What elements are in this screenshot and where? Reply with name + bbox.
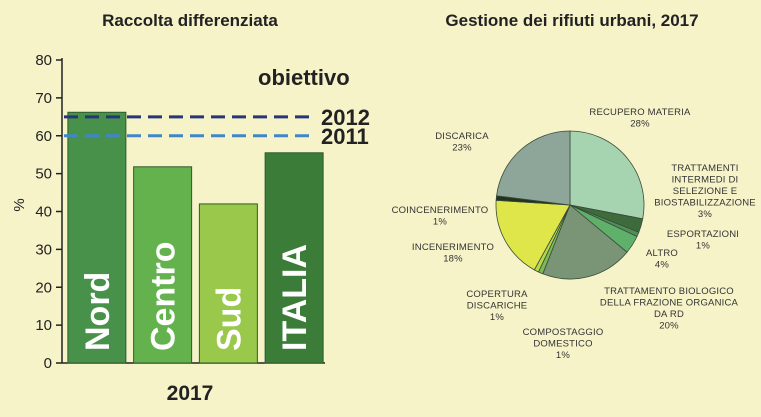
bar-chart-title: Raccolta differenziata [102,11,278,30]
pie-slice-label: COPERTURA [466,289,528,300]
pie-slice-label: TRATTAMENTI [671,163,738,174]
pie-chart-title: Gestione dei rifiuti urbani, 2017 [445,11,698,30]
pie-slice-label: BIOSTABILIZZAZIONE [654,198,756,209]
pie-slice-label: COINCENERIMENTO [392,205,489,216]
pie-slice [569,204,638,253]
bar-sud [198,203,258,364]
bar-italia [264,152,324,364]
pie-slice [495,199,571,271]
pie-slice-label: DELLA FRAZIONE ORGANICA [600,298,739,309]
pie-slice-label: DOMESTICO [533,339,592,350]
pie-slice [569,204,640,238]
bar-label: Centro [145,241,183,351]
y-tick-label: 10 [35,317,52,334]
pie-slice-label: 23% [452,143,472,154]
x-axis-label: 2017 [167,382,214,405]
pie-slice [569,130,645,220]
pie-slice [495,195,571,206]
pie-slice-label: SELEZIONE E [673,186,738,197]
pie-slice-label: DISCARICA [435,131,489,142]
pie-slice-label: 4% [655,260,669,271]
pie-slice-label: ALTRO [646,248,678,259]
pie-slice [569,204,644,233]
y-tick-label: 70 [35,90,52,107]
bar-label: ITALIA [276,244,314,351]
pie-slice-label: RECUPERO MATERIA [589,107,691,118]
pie-slice-label: 1% [556,350,570,361]
target-heading: obiettivo [258,65,350,90]
bar-chart: Raccolta differenziata 0 10 20 30 40 50 60 70 80%… [11,11,370,405]
pie-slice-label: 1% [490,312,504,323]
y-tick-label: 20 [35,279,52,296]
pie-slice [537,204,571,275]
pie-slice-label: 18% [443,254,463,265]
bar-centro [133,166,193,364]
y-tick-label: 50 [35,166,52,183]
y-tick-label: 60 [35,128,52,145]
pie-slice-label: 3% [698,209,712,220]
y-tick-label: 0 [44,355,52,372]
bar-label: Sud [210,287,248,351]
target-label-2011: 2011 [321,124,369,149]
pie-slice [533,204,571,273]
pie-slice-label: DISCARICHE [467,301,528,312]
pie-slice-label: 1% [433,217,447,228]
target-label-2012: 2012 [321,105,370,130]
pie-slice-label: INCENERIMENTO [412,242,494,253]
pie-slice [542,204,628,280]
y-tick-label: 80 [35,52,52,69]
bar-nord [67,111,127,364]
pie-slice-label: 1% [696,241,710,252]
y-tick-label: 40 [35,204,52,221]
pie-slice-label: ESPORTAZIONI [667,229,739,240]
y-axis-label: % [11,198,28,211]
pie-slice [496,130,571,206]
pie-slice-label: COMPOSTAGGIO [523,327,604,338]
pie-slice-label: TRATTAMENTO BIOLOGICO [604,286,734,297]
pie-slice-label: 20% [659,321,679,332]
pie-slice-label: 28% [630,119,650,130]
pie-slice-label: DA RD [654,309,684,320]
pie-slice-label: INTERMEDI DI [672,175,739,186]
bar-label: Nord [79,272,117,351]
y-tick-label: 30 [35,241,52,258]
